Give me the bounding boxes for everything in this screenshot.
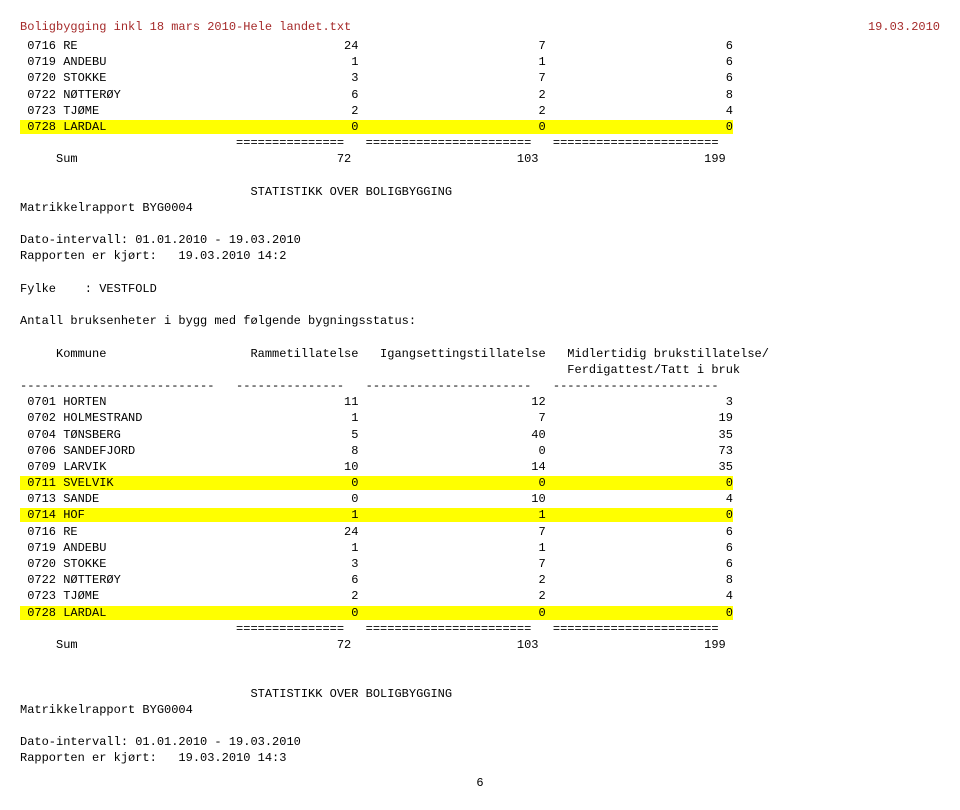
report-line-2: Matrikkelrapport BYG0004 xyxy=(20,702,940,718)
top-rows: 0716 RE 24 7 6 0719 ANDEBU 1 1 6 07 xyxy=(20,38,940,135)
top-sum: Sum 72 103 199 xyxy=(20,151,940,167)
table-row: 0714 HOF 1 1 0 xyxy=(20,507,940,523)
doc-header: Boligbygging inkl 18 mars 2010-Hele land… xyxy=(20,20,940,34)
table-row: 0719 ANDEBU 1 1 6 xyxy=(20,540,940,556)
doc-title: Boligbygging inkl 18 mars 2010-Hele land… xyxy=(20,20,351,34)
blank-8 xyxy=(20,718,940,734)
table-row: 0711 SVELVIK 0 0 0 xyxy=(20,475,940,491)
table-row: 0722 NØTTERØY 6 2 8 xyxy=(20,87,940,103)
blank-5 xyxy=(20,329,940,345)
blank-7 xyxy=(20,669,940,685)
table-row: 0720 STOKKE 3 7 6 xyxy=(20,70,940,86)
table-row: 0722 NØTTERØY 6 2 8 xyxy=(20,572,940,588)
main-sep: =============== ======================= … xyxy=(20,621,940,637)
table-row: 0720 STOKKE 3 7 6 xyxy=(20,556,940,572)
table-row: 0706 SANDEFJORD 8 0 73 xyxy=(20,443,940,459)
blank-2 xyxy=(20,216,940,232)
table-row: 0704 TØNSBERG 5 40 35 xyxy=(20,427,940,443)
table-row: 0716 RE 24 7 6 xyxy=(20,38,940,54)
report-run-2: Rapporten er kjørt: 19.03.2010 14:3 xyxy=(20,750,940,766)
fylke-1: Fylke : VESTFOLD xyxy=(20,281,940,297)
report-run-1: Rapporten er kjørt: 19.03.2010 14:2 xyxy=(20,248,940,264)
blank-1 xyxy=(20,168,940,184)
col-head-3: --------------------------- ------------… xyxy=(20,378,940,394)
blank-3 xyxy=(20,265,940,281)
table-row: 0702 HOLMESTRAND 1 7 19 xyxy=(20,410,940,426)
date-interval-1: Dato-intervall: 01.01.2010 - 19.03.2010 xyxy=(20,232,940,248)
col-head-2: Ferdigattest/Tatt i bruk xyxy=(20,362,940,378)
table-row: 0719 ANDEBU 1 1 6 xyxy=(20,54,940,70)
section-title-2: STATISTIKK OVER BOLIGBYGGING xyxy=(20,686,940,702)
section-title-1: STATISTIKK OVER BOLIGBYGGING xyxy=(20,184,940,200)
table-row: 0701 HORTEN 11 12 3 xyxy=(20,394,940,410)
main-rows: 0701 HORTEN 11 12 3 0702 HOLMESTRAND 1 7… xyxy=(20,394,940,621)
doc-date: 19.03.2010 xyxy=(868,20,940,34)
table-row: 0716 RE 24 7 6 xyxy=(20,524,940,540)
blank-6 xyxy=(20,653,940,669)
table-row: 0709 LARVIK 10 14 35 xyxy=(20,459,940,475)
report-line-1: Matrikkelrapport BYG0004 xyxy=(20,200,940,216)
table-row: 0723 TJØME 2 2 4 xyxy=(20,588,940,604)
table-row: 0728 LARDAL 0 0 0 xyxy=(20,119,940,135)
table-row: 0728 LARDAL 0 0 0 xyxy=(20,605,940,621)
count-line-1: Antall bruksenheter i bygg med følgende … xyxy=(20,313,940,329)
date-interval-2: Dato-intervall: 01.01.2010 - 19.03.2010 xyxy=(20,734,940,750)
top-sep: =============== ======================= … xyxy=(20,135,940,151)
page-number: 6 xyxy=(20,776,940,790)
blank-4 xyxy=(20,297,940,313)
table-row: 0723 TJØME 2 2 4 xyxy=(20,103,940,119)
table-row: 0713 SANDE 0 10 4 xyxy=(20,491,940,507)
main-sum: Sum 72 103 199 xyxy=(20,637,940,653)
col-head-1: Kommune Rammetillatelse Igangsettingstil… xyxy=(20,346,940,362)
